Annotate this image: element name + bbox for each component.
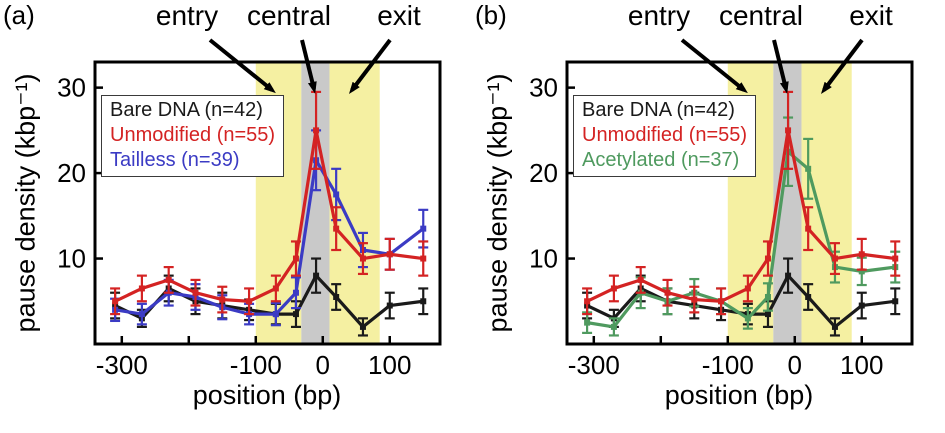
annotation-arrows (208, 38, 392, 94)
plot-frame (565, 60, 914, 346)
plot-canvas-a: -300 -100 0 100 10 20 30 (57, 38, 442, 380)
annotation-entry: entry (627, 0, 691, 31)
series-unmodified (110, 90, 429, 316)
legend: Bare DNA (n=42) Unmodified (n=55) Acetylat… (573, 95, 757, 177)
y-axis-label: pause density (kbp⁻¹) (10, 73, 41, 333)
legend-entry: Bare DNA (n=42) (110, 99, 263, 121)
axis-ticks (95, 86, 392, 344)
y-axis-label: pause density (kbp⁻¹) (482, 73, 513, 333)
legend-entry: Unmodified (n=55) (582, 124, 748, 146)
x-tick-label: 0 (788, 350, 802, 380)
y-tick-label: 30 (529, 73, 558, 103)
plot-frame (93, 60, 442, 346)
y-tick-label: 10 (529, 244, 558, 274)
annotation-entry: entry (155, 0, 219, 31)
x-tick-label: -300 (96, 350, 148, 380)
legend-entry: Tailless (n=39) (110, 149, 240, 171)
axis-ticks (567, 86, 864, 344)
panel-label-b: (b) (475, 0, 507, 30)
series-unmodified (582, 90, 901, 316)
y-tick-label: 20 (57, 158, 86, 188)
annotation-exit: exit (849, 0, 893, 31)
x-tick-label: -300 (568, 350, 620, 380)
panel-label-a: (a) (3, 0, 35, 30)
y-tick-label: 30 (57, 73, 86, 103)
x-axis-label: position (bp) (192, 380, 342, 410)
y-tick-label: 20 (529, 158, 558, 188)
x-tick-label: 100 (840, 350, 883, 380)
panel-a: -300 -100 0 100 10 20 30 (a) entry central exi… (0, 0, 472, 433)
x-tick-label: -100 (230, 350, 282, 380)
legend-entry: Acetylated (n=37) (582, 149, 740, 171)
y-tick-label: 10 (57, 244, 86, 274)
annotation-central: central (246, 0, 332, 31)
plot-canvas-b: -300 -100 0 100 10 20 30 (529, 38, 914, 380)
annotation-central: central (718, 0, 804, 31)
x-tick-label: -100 (702, 350, 754, 380)
annotation-arrows (680, 38, 864, 94)
annotation-exit: exit (377, 0, 421, 31)
x-axis-label: position (bp) (664, 380, 814, 410)
x-tick-label: 100 (368, 350, 411, 380)
panel-b: -300 -100 0 100 10 20 30 (b) entry central exi… (472, 0, 944, 433)
legend: Bare DNA (n=42) Unmodified (n=55) Tailless… (101, 95, 285, 177)
legend-entry: Unmodified (n=55) (110, 124, 276, 146)
x-tick-label: 0 (316, 350, 330, 380)
legend-entry: Bare DNA (n=42) (582, 99, 735, 121)
